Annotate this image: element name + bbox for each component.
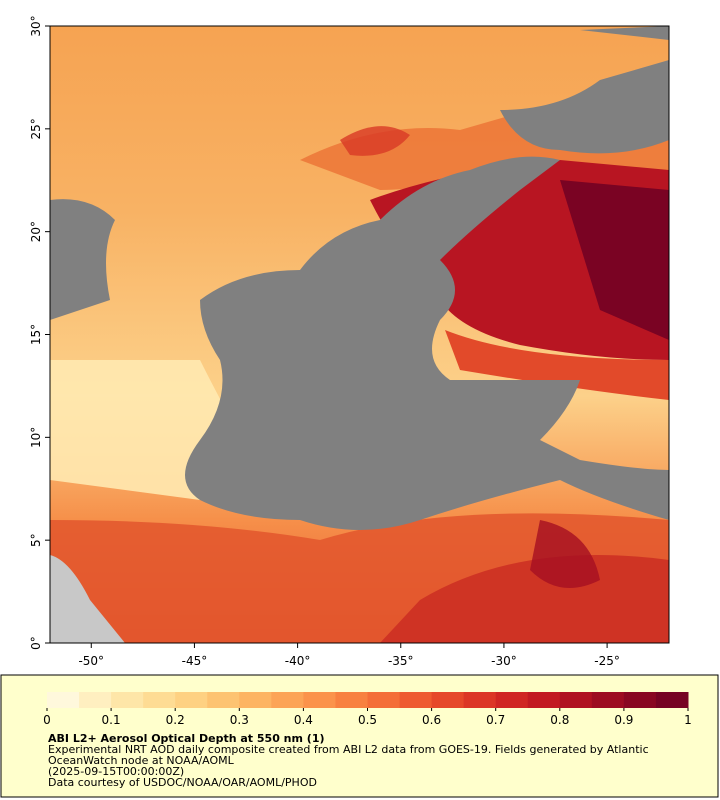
colorbar-cell <box>463 692 497 708</box>
colorbar-cell <box>591 692 625 708</box>
y-tick-label: 25° <box>29 118 43 139</box>
y-tick-label: 20° <box>29 221 43 242</box>
colorbar-tick-label: 0.3 <box>230 713 249 727</box>
caption-line: Data courtesy of USDOC/NOAA/OAR/AOML/PHO… <box>48 776 317 789</box>
colorbar-cell <box>47 692 80 708</box>
colorbar-cell <box>303 692 336 708</box>
caption-title: ABI L2+ Aerosol Optical Depth at 550 nm … <box>48 732 325 745</box>
y-tick-label: 0° <box>29 636 43 650</box>
colorbar-cell <box>367 692 401 708</box>
caption-line: (2025-09-15T00:00:00Z) <box>48 765 184 778</box>
y-tick-label: 10° <box>29 427 43 448</box>
colorbar-cell <box>143 692 176 708</box>
colorbar-tick-label: 0.5 <box>358 713 377 727</box>
caption-line: OceanWatch node at NOAA/AOML <box>48 754 235 767</box>
colorbar-tick-label: 0.6 <box>422 713 441 727</box>
colorbar-cell <box>207 692 240 708</box>
caption-line: Experimental NRT AOD daily composite cre… <box>48 743 649 756</box>
colorbar-cell <box>559 692 593 708</box>
colorbar-cell <box>495 692 529 708</box>
colorbar-tick-label: 0.8 <box>550 713 569 727</box>
colorbar-cell <box>271 692 304 708</box>
colorbar-tick-label: 0.7 <box>486 713 505 727</box>
colorbar-cell <box>431 692 465 708</box>
colorbar-tick-label: 1 <box>684 713 692 727</box>
colorbar-cell <box>239 692 272 708</box>
colorbar-tick-label: 0.1 <box>102 713 121 727</box>
y-tick-label: 30° <box>29 15 43 36</box>
colorbar-cell <box>175 692 208 708</box>
x-tick-label: -45° <box>182 654 208 668</box>
colorbar-tick-label: 0.9 <box>614 713 633 727</box>
x-tick-label: -50° <box>78 654 104 668</box>
y-tick-label: 15° <box>29 324 43 345</box>
colorbar-tick-label: 0.4 <box>294 713 313 727</box>
colorbar-cell <box>655 692 689 708</box>
x-tick-label: -30° <box>491 654 517 668</box>
x-tick-label: -25° <box>594 654 620 668</box>
colorbar-cell <box>623 692 657 708</box>
y-tick-label: 5° <box>29 533 43 547</box>
colorbar-cell <box>527 692 561 708</box>
x-tick-label: -35° <box>388 654 414 668</box>
colorbar-cell <box>79 692 112 708</box>
x-tick-label: -40° <box>285 654 311 668</box>
colorbar-cell <box>335 692 368 708</box>
colorbar-tick-label: 0.2 <box>166 713 185 727</box>
colorbar-cell <box>399 692 433 708</box>
colorbar-cell <box>111 692 144 708</box>
colorbar-tick-label: 0 <box>43 713 51 727</box>
map-field <box>50 26 669 643</box>
